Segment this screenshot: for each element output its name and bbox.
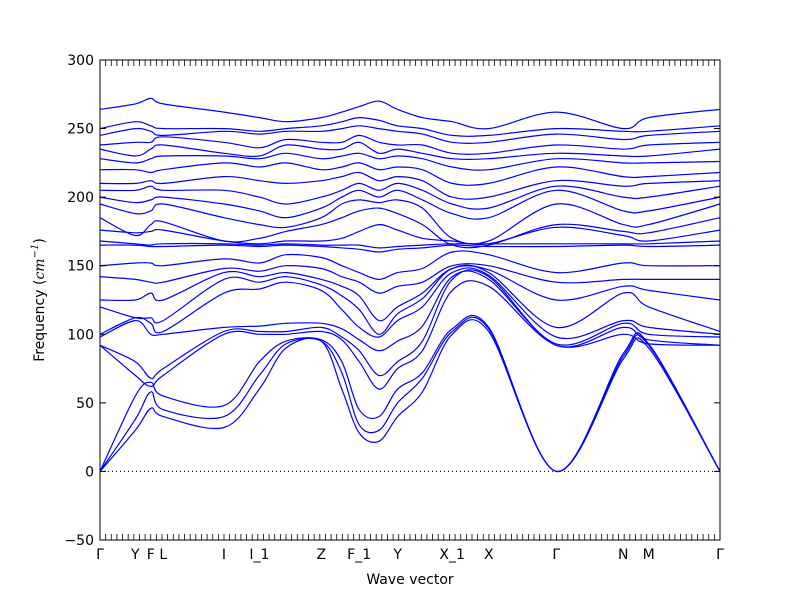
band-lines xyxy=(99,97,721,473)
band-line-8 xyxy=(99,264,721,335)
x-tick-label: Y xyxy=(392,547,402,563)
band-line-15 xyxy=(99,207,721,249)
x-tick-label: L xyxy=(159,547,167,563)
x-tick-label: Z xyxy=(317,547,327,563)
band-line-18 xyxy=(99,182,721,210)
band-line-14 xyxy=(99,223,721,246)
x-tick-label: F_1 xyxy=(347,547,371,563)
x-axis-label: Wave vector xyxy=(366,572,454,588)
x-tick-label: X_1 xyxy=(439,547,465,563)
y-axis-label: Frequency (cm−1) xyxy=(30,238,48,362)
y-tick-label: 0 xyxy=(85,464,94,480)
y-tick-label: 100 xyxy=(67,327,94,343)
y-axis-label-exponent: −1 xyxy=(30,244,41,259)
y-tick-label: 150 xyxy=(67,259,94,275)
band-line-16 xyxy=(99,199,721,245)
band-line-22 xyxy=(99,141,721,161)
band-line-11 xyxy=(99,250,721,281)
x-tick-label: N xyxy=(618,547,628,563)
band-line-3 xyxy=(99,314,721,473)
x-tick-label: Γ xyxy=(96,547,104,563)
band-line-12 xyxy=(99,244,721,253)
y-tick-label: 200 xyxy=(67,190,94,206)
band-line-2 xyxy=(99,316,721,473)
band-line-26 xyxy=(99,97,721,130)
x-tick-label: Y xyxy=(130,547,140,563)
band-line-5 xyxy=(99,269,721,380)
y-tick-label: −50 xyxy=(64,533,94,549)
band-line-19 xyxy=(99,171,721,200)
y-axis-label-prefix: Frequency ( xyxy=(32,280,48,362)
y-tick-label: 300 xyxy=(67,53,94,69)
band-line-25 xyxy=(99,116,721,137)
x-axis-ticks: Γ Y F L I I_1 Z F_1 Y X_1 X Γ N M Γ xyxy=(96,60,724,563)
band-line-7 xyxy=(99,267,721,340)
band-line-24 xyxy=(99,125,721,144)
x-tick-label: F xyxy=(147,547,155,563)
y-tick-label: 250 xyxy=(67,122,94,138)
x-tick-label: Γ xyxy=(716,547,724,563)
band-line-21 xyxy=(99,152,721,171)
band-line-20 xyxy=(99,162,721,186)
y-axis-label-suffix: ) xyxy=(32,238,48,243)
y-axis-ticks: −50 0 50 100 150 200 250 300 xyxy=(64,53,720,549)
x-tick-label: Γ xyxy=(552,547,560,563)
x-tick-label: I xyxy=(222,547,226,563)
y-axis-label-unit: cm xyxy=(32,258,48,279)
band-line-23 xyxy=(99,134,721,155)
band-line-10 xyxy=(99,263,720,294)
x-tick-label: M xyxy=(643,547,655,563)
x-tick-label: I_1 xyxy=(249,547,269,563)
band-line-9 xyxy=(99,265,721,322)
band-line-13 xyxy=(99,240,721,249)
band-line-6 xyxy=(99,270,721,352)
y-tick-label: 50 xyxy=(76,396,94,412)
band-line-17 xyxy=(99,189,721,220)
x-tick-label: X xyxy=(484,547,494,563)
